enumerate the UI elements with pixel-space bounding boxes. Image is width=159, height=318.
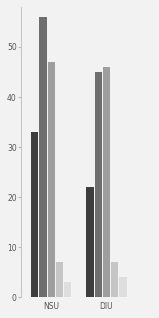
Bar (119, 277, 127, 297)
Bar (103, 67, 110, 297)
Bar (86, 187, 93, 297)
Bar (56, 262, 63, 297)
Bar (31, 132, 38, 297)
Bar (39, 17, 47, 297)
Bar (64, 282, 71, 297)
Bar (48, 62, 55, 297)
Bar (111, 262, 118, 297)
Bar (95, 72, 102, 297)
